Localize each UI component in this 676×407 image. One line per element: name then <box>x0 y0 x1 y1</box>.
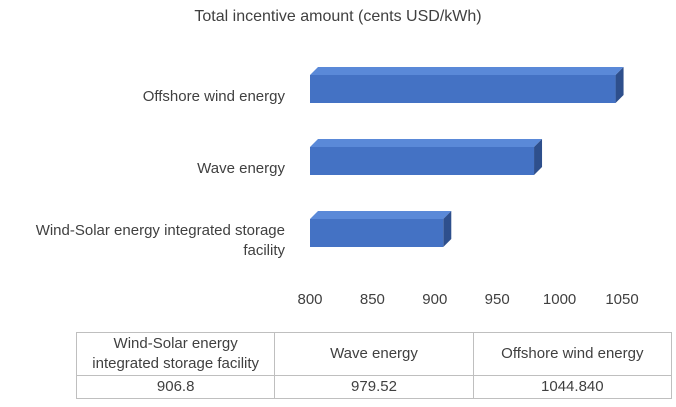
category-label: Offshore wind energy <box>142 88 285 105</box>
table-value-cell: 979.52 <box>274 375 474 399</box>
x-tick-label: 850 <box>360 291 385 308</box>
bar-front <box>310 219 444 247</box>
bar-front <box>310 75 616 103</box>
bar-side <box>534 139 543 175</box>
bar-top <box>310 139 543 147</box>
bar <box>310 211 452 247</box>
x-tick-label: 900 <box>422 291 447 308</box>
x-tick-label: 1000 <box>543 291 576 308</box>
bar-front <box>310 147 535 175</box>
category-label: Wind-Solar energy integrated storage fac… <box>35 222 285 259</box>
bar <box>310 139 543 175</box>
bar-top <box>310 67 624 75</box>
table-header-row: Wind-Solar energy integrated storage fac… <box>75 332 673 376</box>
bar <box>310 67 624 103</box>
bar-top <box>310 211 452 219</box>
bar-side <box>443 211 452 247</box>
bar-side <box>615 67 624 103</box>
plot: 800 850 900 950 1000 1050 <box>297 67 639 308</box>
table-header-cell: Offshore wind energy <box>472 332 673 376</box>
table-value-cell: 1044.840 <box>472 375 673 399</box>
table-value-row: 906.8 979.52 1044.840 <box>75 375 673 399</box>
data-table: Wind-Solar energy integrated storage fac… <box>75 332 673 399</box>
chart-title: Total incentive amount (cents USD/kWh) <box>194 8 482 25</box>
x-tick-label: 800 <box>297 291 322 308</box>
table-header-cell: Wind-Solar energy integrated storage fac… <box>75 332 276 376</box>
table-header-cell: Wave energy <box>274 332 474 376</box>
x-tick-label: 950 <box>485 291 510 308</box>
category-label: Wave energy <box>197 160 285 177</box>
table-value-cell: 906.8 <box>75 375 276 399</box>
x-tick-label: 1050 <box>605 291 638 308</box>
